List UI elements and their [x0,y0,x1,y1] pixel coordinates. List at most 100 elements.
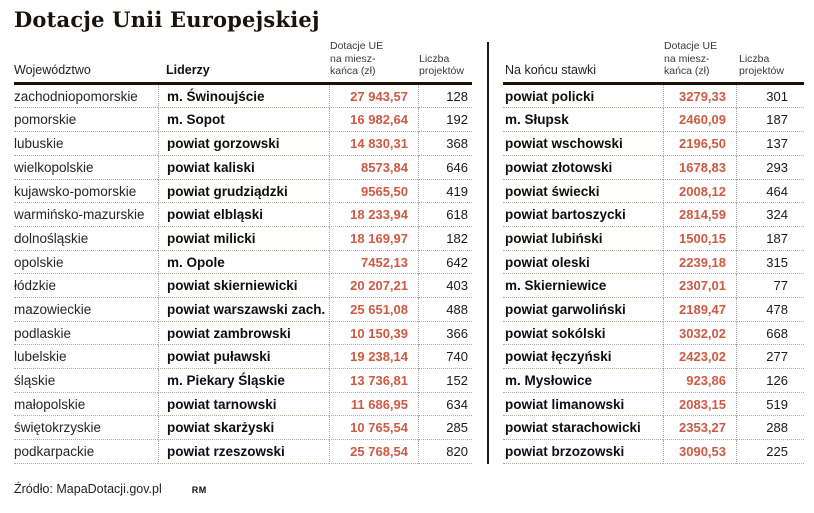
table-row: powiat złotowski 1678,83 293 [503,155,804,180]
leader-cell: powiat skarżyski [158,416,329,441]
table-row: powiat wschowski 2196,50 137 [503,132,804,156]
count-cell: 519 [736,392,804,417]
count-cell: 740 [418,345,472,370]
count-cell: 324 [736,203,804,227]
count-cell: 182 [418,226,472,251]
region-cell: warmińsko-mazurskie [14,203,158,227]
count-cell: 642 [418,250,472,275]
leader-cell: m. Opole [158,250,329,275]
amount-cell: 1678,83 [663,155,736,180]
leaders-table-header: Województwo Liderzy Dotacje UE na miesz-… [14,40,472,85]
count-cell: 277 [736,345,804,370]
table-row: powiat brzozowski 3090,53 225 [503,440,804,464]
leader-cell: m. Świnoujście [158,84,329,109]
amount-cell: 1500,15 [663,226,736,251]
leader-cell: m. Sopot [158,108,329,133]
amount-cell: 25 768,54 [329,440,418,464]
name-cell: powiat świecki [503,180,663,204]
leader-cell: powiat gorzowski [158,132,329,156]
author-initials: RM [191,484,207,495]
tables-area: Województwo Liderzy Dotacje UE na miesz-… [14,40,814,464]
header-na-koncu-stawki: Na końcu stawki [505,62,597,77]
amount-cell: 2814,59 [663,203,736,227]
name-cell: m. Słupsk [503,108,663,133]
table-row: kujawsko-pomorskie powiat grudziądzki 9565… [14,179,472,204]
count-cell: 464 [736,179,804,204]
table-row: powiat starachowicki 2353,27 288 [503,416,804,441]
leaders-table: Województwo Liderzy Dotacje UE na miesz-… [14,40,472,464]
table-row: powiat bartoszycki 2814,59 324 [503,203,804,227]
amount-cell: 8573,84 [329,155,418,180]
table-row: powiat oleski 2239,18 315 [503,250,804,275]
table-row: m. Słupsk 2460,09 187 [503,108,804,133]
region-cell: podkarpackie [14,440,158,464]
amount-cell: 2189,47 [663,297,736,322]
count-cell: 646 [418,155,472,180]
name-cell: m. Mysłowice [503,369,663,393]
count-cell: 403 [418,274,472,298]
amount-cell: 14 830,31 [329,132,418,156]
count-cell: 419 [418,179,472,204]
amount-cell: 19 238,14 [329,345,418,370]
region-cell: dolnośląskie [14,227,158,251]
amount-cell: 2196,50 [663,132,736,156]
region-cell: świętokrzyskie [14,416,158,441]
table-row: łódzkie powiat skierniewicki 20 207,21 403 [14,274,472,298]
region-cell: małopolskie [14,393,158,417]
amount-cell: 2423,02 [663,345,736,370]
table-row: powiat łęczyński 2423,02 277 [503,345,804,370]
amount-cell: 7452,13 [329,250,418,275]
count-cell: 187 [736,226,804,251]
name-cell: powiat brzozowski [503,440,663,464]
table-row: małopolskie powiat tarnowski 11 686,95 634 [14,392,472,417]
bottom-ranked-table: Na końcu stawki Dotacje UE na miesz- kań… [503,40,804,464]
bottom-table-header: Na końcu stawki Dotacje UE na miesz- kań… [503,40,804,85]
leader-cell: powiat elbląski [158,203,329,227]
leader-cell: powiat zambrowski [158,321,329,346]
count-cell: 366 [418,321,472,346]
table-row: mazowieckie powiat warszawski zach. 25 651… [14,297,472,322]
amount-cell: 2307,01 [663,274,736,298]
region-cell: mazowieckie [14,298,158,322]
table-row: świętokrzyskie powiat skarżyski 10 765,54 2… [14,416,472,441]
header-dotacje-right: Dotacje UE na miesz- kańca (zł) [664,40,718,78]
leader-cell: powiat puławski [158,345,329,370]
table-row: warmińsko-mazurskie powiat elbląski 18 233… [14,203,472,227]
count-cell: 288 [736,416,804,441]
table-row: m. Mysłowice 923,86 126 [503,369,804,393]
amount-cell: 3279,33 [663,84,736,109]
amount-cell: 2460,09 [663,108,736,133]
table-row: dolnośląskie powiat milicki 18 169,97 182 [14,226,472,251]
region-cell: kujawsko-pomorskie [14,180,158,204]
amount-cell: 2239,18 [663,250,736,275]
table-row: podkarpackie powiat rzeszowski 25 768,54 82… [14,440,472,464]
table-row: lubuskie powiat gorzowski 14 830,31 368 [14,132,472,156]
name-cell: powiat oleski [503,251,663,275]
leader-cell: powiat milicki [158,226,329,251]
name-cell: powiat wschowski [503,132,663,156]
count-cell: 478 [736,297,804,322]
amount-cell: 2353,27 [663,416,736,441]
footer: Źródło: MapaDotacji.gov.pl RM [14,482,814,496]
leader-cell: powiat warszawski zach. [158,297,329,322]
name-cell: powiat starachowicki [503,416,663,441]
count-cell: 820 [418,440,472,464]
leader-cell: powiat rzeszowski [158,440,329,464]
table-row: powiat świecki 2008,12 464 [503,179,804,204]
count-cell: 618 [418,203,472,227]
table-row: m. Skierniewice 2307,01 77 [503,274,804,298]
amount-cell: 9565,50 [329,179,418,204]
count-cell: 634 [418,392,472,417]
name-cell: powiat łęczyński [503,345,663,370]
table-row: opolskie m. Opole 7452,13 642 [14,250,472,275]
count-cell: 137 [736,132,804,156]
count-cell: 128 [418,84,472,109]
source-label: Źródło: MapaDotacji.gov.pl [14,481,162,496]
name-cell: powiat złotowski [503,156,663,180]
table-row: powiat limanowski 2083,15 519 [503,392,804,417]
header-dotacje-left: Dotacje UE na miesz- kańca (zł) [330,40,384,78]
table-row: śląskie m. Piekary Śląskie 13 736,81 152 [14,369,472,393]
region-cell: lubelskie [14,345,158,370]
region-cell: zachodniopomorskie [14,85,158,109]
